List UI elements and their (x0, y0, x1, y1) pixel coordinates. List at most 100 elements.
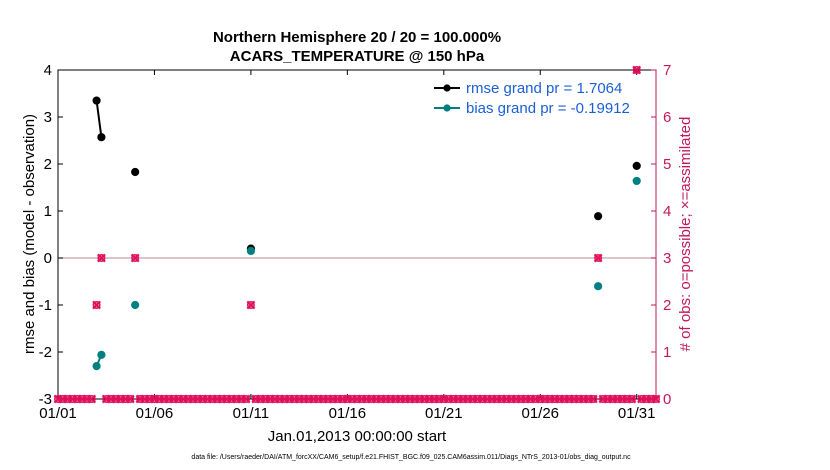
obs-possible-marker-zero-106 (584, 394, 593, 403)
obs-possible-marker-zero-77 (444, 394, 453, 403)
obs-possible-marker-zero-111 (613, 394, 622, 403)
y-tick-label-right: 2 (663, 297, 671, 314)
obs-possible-marker-zero-15 (140, 394, 149, 403)
obs-possible-marker-zero-28 (203, 394, 212, 403)
obs-possible-marker-zero-80 (459, 394, 468, 403)
y-tick-label-right: 5 (663, 156, 671, 173)
obs-assimilated-marker-zero-107 (588, 394, 598, 404)
obs-possible-marker-zero-38 (256, 394, 265, 403)
obs-possible-marker-zero-33 (227, 394, 236, 403)
obs-possible-marker-zero-11 (116, 394, 125, 403)
obs-possible-marker-zero-84 (478, 394, 487, 403)
x-axis-label: Jan.01,2013 00:00:00 start (268, 428, 447, 445)
obs-possible-marker-zero-83 (473, 394, 482, 403)
rmse-point-0 (92, 96, 101, 105)
obs-possible-marker-zero-87 (492, 394, 501, 403)
obs-possible-marker-zero-22 (174, 394, 183, 403)
obs-possible-marker-zero-76 (439, 394, 448, 403)
obs-possible-marker-zero-55 (338, 394, 347, 403)
obs-possible-marker-zero-75 (434, 394, 443, 403)
y-tick-label-left: 1 (44, 203, 52, 220)
obs-possible-marker-zero-99 (550, 394, 559, 403)
obs-possible-marker-zero-88 (497, 394, 506, 403)
x-tick-label: 01/01 (39, 405, 77, 422)
y-tick-label-right: 4 (663, 203, 671, 220)
obs-possible-marker-zero-86 (488, 394, 497, 403)
x-tick-label: 01/06 (136, 405, 174, 422)
obs-possible-marker-zero-68 (401, 394, 410, 403)
obs-possible-marker-zero-92 (516, 394, 525, 403)
obs-possible-marker-zero-112 (618, 394, 627, 403)
obs-possible-marker-3 (246, 300, 255, 309)
obs-possible-marker-zero-116 (642, 394, 651, 403)
obs-possible-marker-zero-103 (570, 394, 579, 403)
obs-possible-marker-zero-0 (53, 394, 62, 403)
obs-possible-marker-zero-98 (545, 394, 554, 403)
obs-possible-marker-zero-47 (299, 394, 308, 403)
obs-possible-marker-zero-110 (608, 394, 617, 403)
obs-possible-marker-zero-105 (579, 394, 588, 403)
y-tick-label-left: -3 (39, 391, 52, 408)
obs-possible-marker-zero-73 (425, 394, 434, 403)
obs-possible-marker-zero-14 (135, 394, 144, 403)
obs-assimilated-marker-2 (130, 253, 140, 263)
rmse-point-1 (97, 133, 106, 142)
obs-assimilated-marker-zero-114 (627, 394, 637, 404)
y-tick-label-left: -1 (39, 297, 52, 314)
obs-possible-marker-zero-57 (348, 394, 357, 403)
obs-possible-marker-zero-32 (222, 394, 231, 403)
plot-area: 01/01 01/06 01/11 01/16 01/21 01/26 01/31 4 3 2 1 0… (39, 62, 672, 422)
obs-possible-marker-zero-89 (502, 394, 511, 403)
obs-possible-marker-zero-43 (280, 394, 289, 403)
obs-possible-marker-zero-53 (328, 394, 337, 403)
legend-rmse-marker (443, 84, 451, 92)
obs-possible-marker-zero-65 (386, 394, 395, 403)
obs-possible-marker-zero-13 (126, 394, 135, 403)
obs-possible-marker-zero-70 (410, 394, 419, 403)
bias-point-4 (594, 282, 603, 291)
x-tick-label: 01/21 (425, 405, 463, 422)
footer-data-file: data file: /Users/raeder/DAI/ATM_forcXX/… (191, 454, 631, 461)
obs-possible-marker-zero-104 (574, 394, 583, 403)
obs-possible-marker-zero-107 (589, 394, 598, 403)
plot-frame (57, 69, 657, 400)
obs-possible-marker-zero-74 (430, 394, 439, 403)
obs-possible-marker-zero-72 (420, 394, 429, 403)
obs-possible-marker-zero-100 (555, 394, 564, 403)
obs-possible-marker-zero-51 (319, 394, 328, 403)
obs-possible-marker-zero-52 (324, 394, 333, 403)
obs-possible-marker-zero-60 (362, 394, 371, 403)
obs-possible-marker-zero-85 (483, 394, 492, 403)
rmse-point-4 (594, 212, 603, 221)
obs-possible-marker-zero-1 (58, 394, 67, 403)
obs-possible-marker-zero-115 (637, 394, 646, 403)
obs-possible-marker-zero-16 (145, 394, 154, 403)
y-tick-label-right: 0 (663, 391, 671, 408)
y-tick-label-left: -2 (39, 344, 52, 361)
obs-possible-marker-zero-17 (150, 394, 159, 403)
obs-possible-marker-zero-20 (164, 394, 173, 403)
rmse-point-2 (131, 167, 140, 177)
obs-possible-marker-zero-41 (271, 394, 280, 403)
obs-possible-marker-zero-26 (193, 394, 202, 403)
obs-possible-marker-zero-66 (391, 394, 400, 403)
obs-possible-marker-zero-117 (647, 394, 656, 403)
obs-possible-marker-zero-19 (160, 394, 169, 403)
obs-possible-marker-zero-56 (343, 394, 352, 403)
obs-possible-marker-zero-2 (63, 394, 72, 403)
obs-possible-marker-zero-78 (449, 394, 458, 403)
obs-possible-marker-zero-95 (531, 394, 540, 403)
obs-possible-marker-zero-63 (377, 394, 386, 403)
obs-possible-marker-zero-71 (415, 394, 424, 403)
obs-possible-marker-zero-69 (406, 394, 415, 403)
obs-possible-marker-zero-82 (468, 394, 477, 403)
obs-possible-marker-zero-50 (314, 394, 323, 403)
obs-possible-marker-zero-94 (526, 394, 535, 403)
x-tick-label: 01/11 (233, 405, 269, 422)
obs-possible-marker-zero-18 (155, 394, 164, 403)
obs-possible-marker-zero-81 (463, 394, 472, 403)
obs-possible-marker-zero-102 (565, 394, 574, 403)
legend-rmse-label: rmse grand pr = 1.7064 (466, 80, 622, 97)
obs-possible-marker-zero-6 (82, 394, 91, 403)
